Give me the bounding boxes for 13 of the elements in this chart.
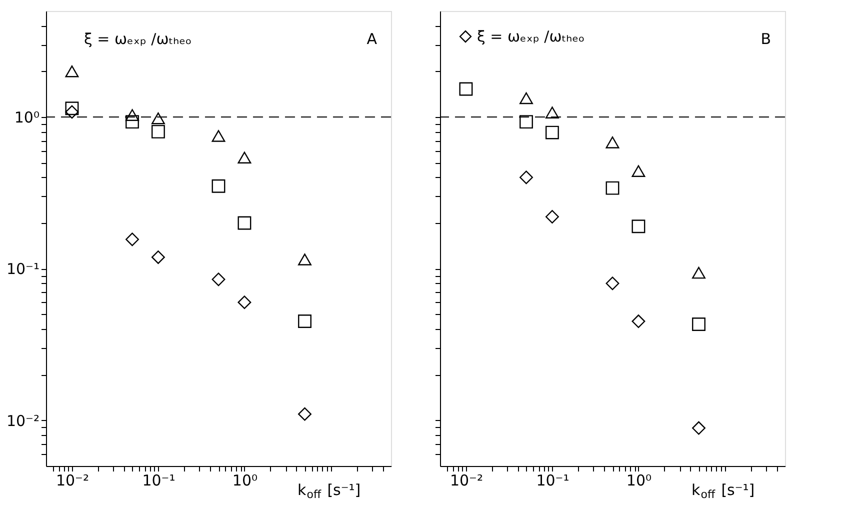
x-tick-label: 10⁻² [450,472,483,490]
x-tick-label: 10⁻¹ [142,472,176,490]
annotation: ξ = ωₑₓₚ /ωₜₕₑₒ [84,30,192,48]
x-tick-label: 10⁻¹ [536,472,570,490]
annotation: B [760,30,771,48]
y-tick-label: 10⁰ [14,108,40,127]
annotation: A [366,30,378,48]
x-tick-label: 10⁰ [626,472,652,490]
x-tick-label: 10⁰ [232,472,258,490]
y-tick-label: 10⁻² [6,412,40,430]
legend-label: ξ = ωₑₓₚ /ωₜₕₑₒ [477,28,585,46]
x-tick-label: 10⁻² [56,472,89,490]
y-tick-label: 10⁻¹ [6,260,40,278]
